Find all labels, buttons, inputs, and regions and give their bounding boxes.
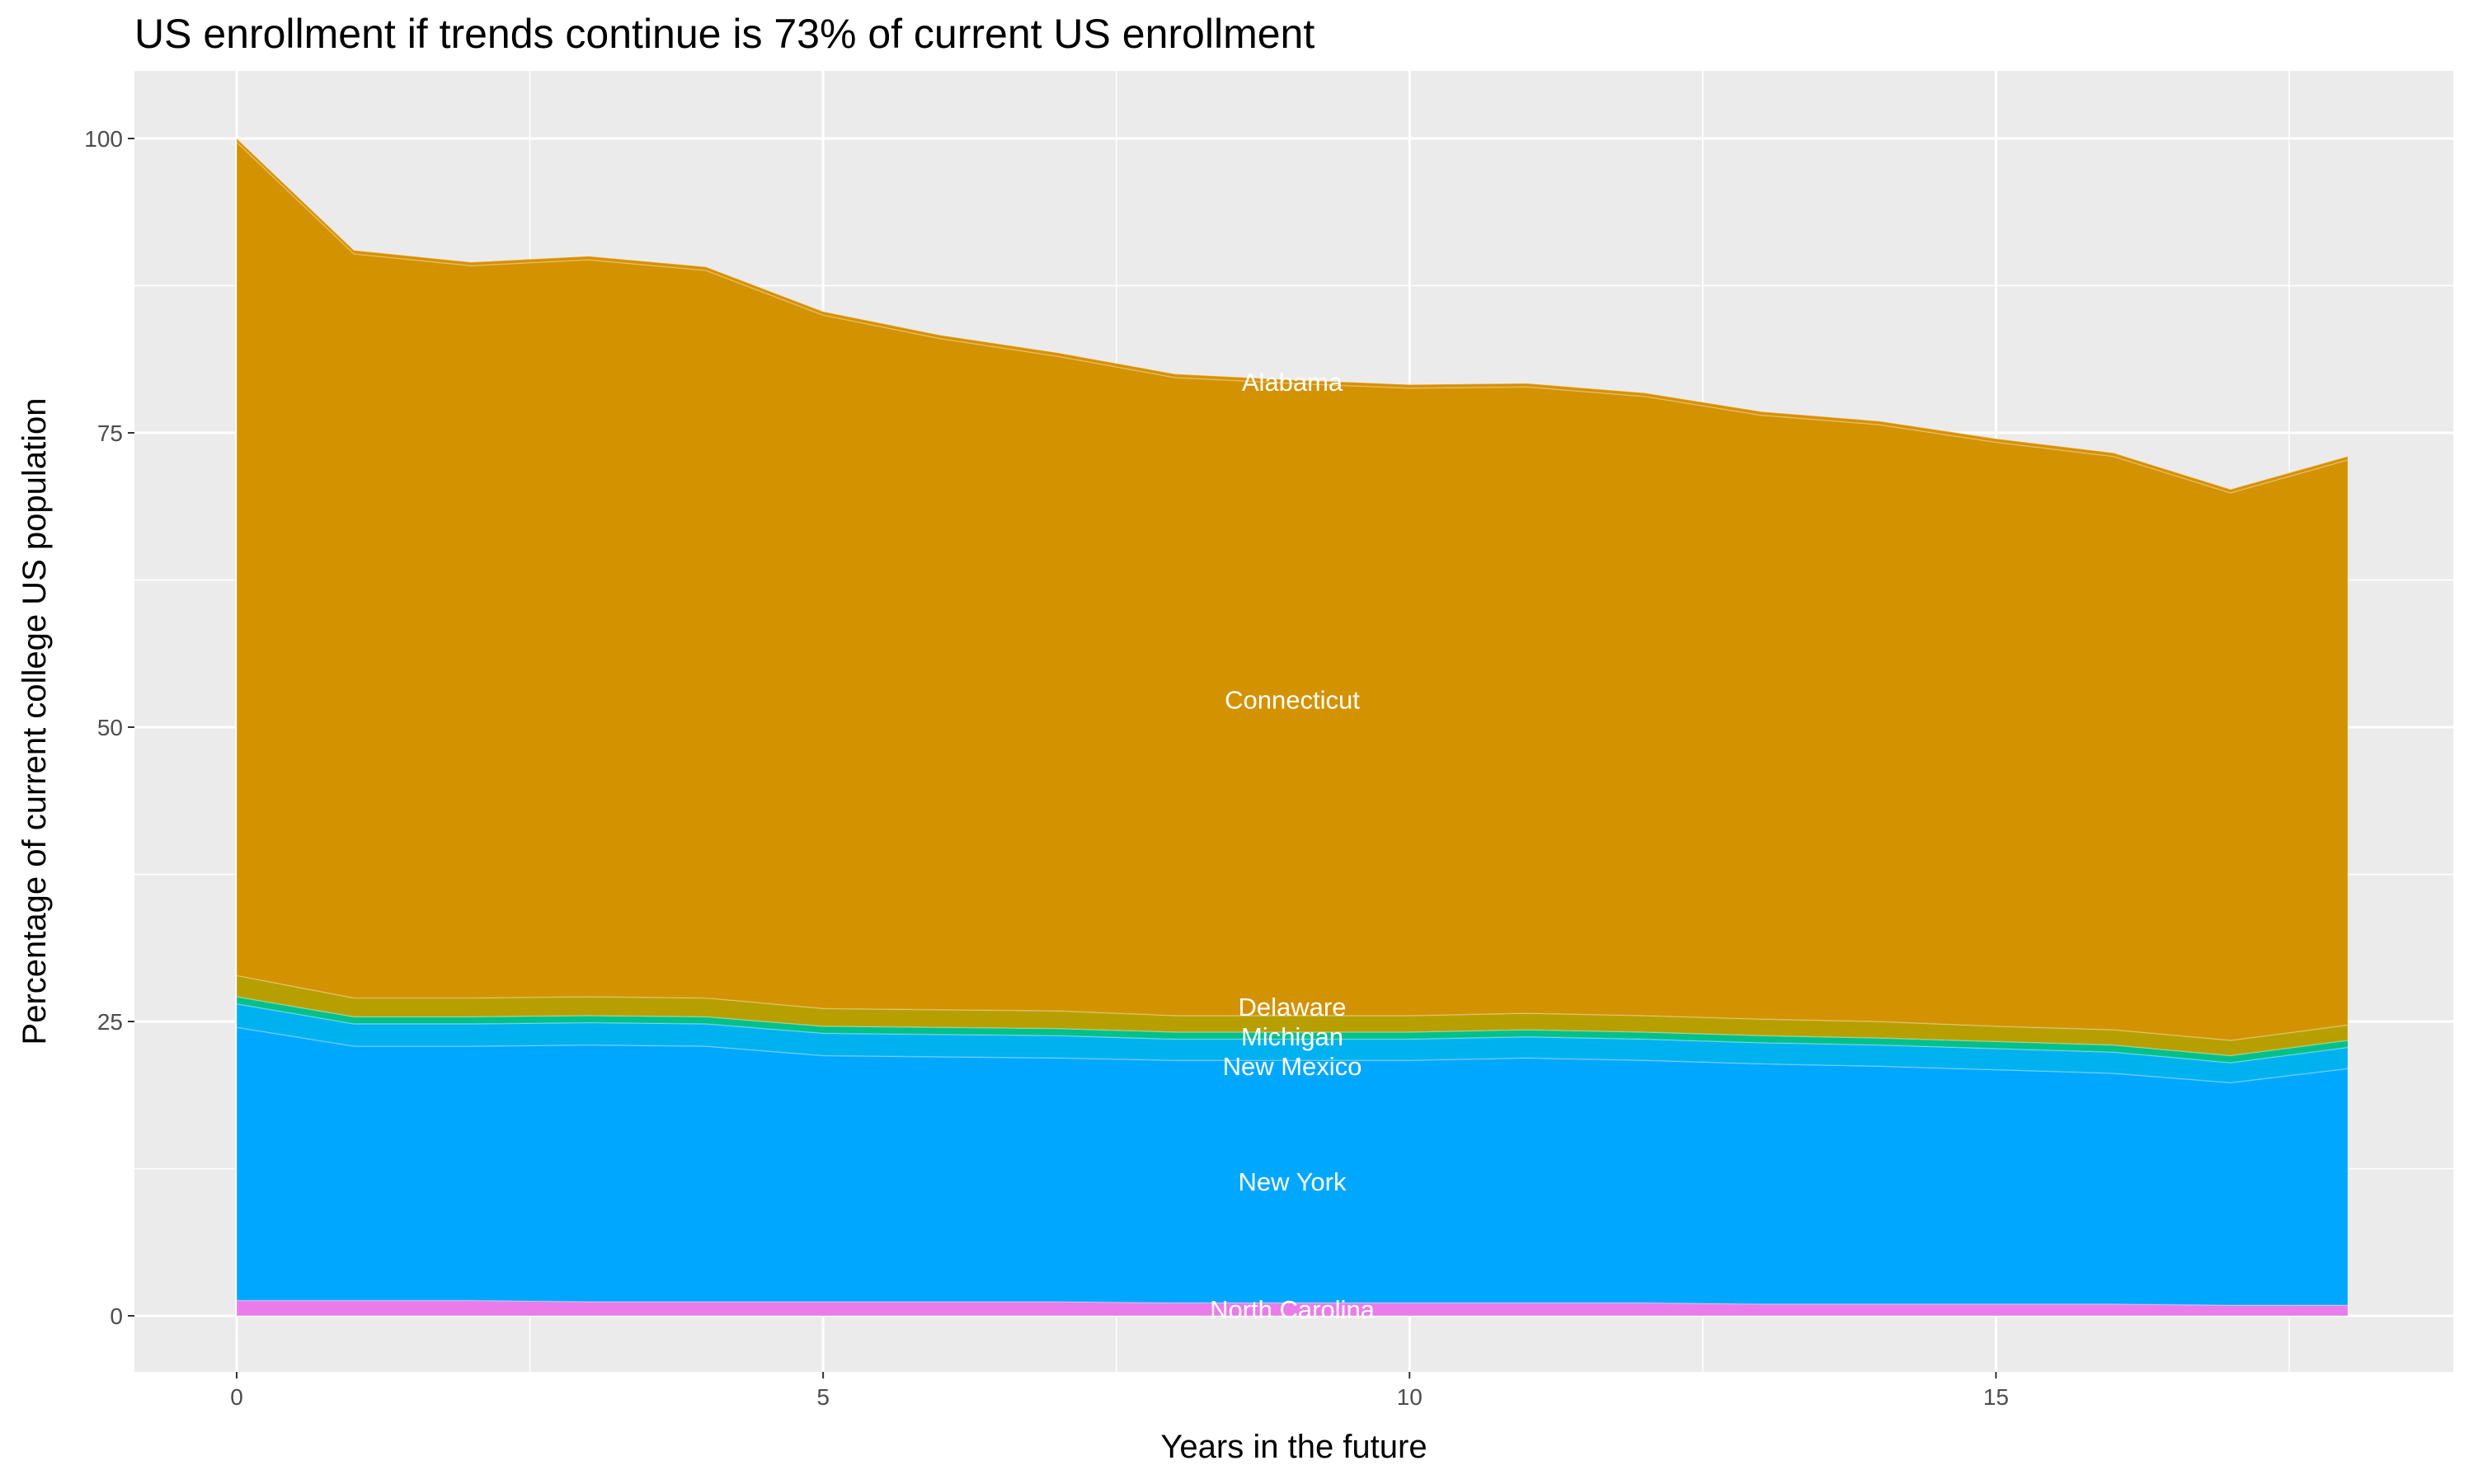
y-tick-label: 25 <box>97 1009 123 1035</box>
label-delaware: Delaware <box>1239 993 1347 1021</box>
label-new-york: New York <box>1239 1167 1347 1196</box>
label-north-carolina: North Carolina <box>1210 1295 1376 1324</box>
area-new-mexico <box>236 1003 2349 1084</box>
y-axis-title: Percentage of current college US populat… <box>16 398 53 1045</box>
label-new-mexico: New Mexico <box>1223 1052 1362 1081</box>
y-tick-label: 100 <box>84 126 123 152</box>
x-axis-title: Years in the future <box>1160 1429 1427 1465</box>
area-layers <box>236 137 2349 1317</box>
x-tick-label: 5 <box>816 1384 830 1410</box>
y-tick-label: 0 <box>110 1303 123 1329</box>
area-michigan <box>236 996 2349 1064</box>
x-tick-label: 10 <box>1397 1384 1423 1410</box>
area-new-york <box>236 1026 2349 1306</box>
area-connecticut <box>236 140 2349 1041</box>
axes: 0 25 50 75 100 0 5 10 15 <box>84 126 2009 1410</box>
label-alabama: Alabama <box>1242 368 1343 397</box>
x-tick-label: 15 <box>1983 1384 2009 1410</box>
label-connecticut: Connecticut <box>1225 685 1360 714</box>
y-tick-label: 50 <box>97 715 123 740</box>
x-tick-label: 0 <box>230 1384 243 1410</box>
area-alabama <box>236 137 2349 494</box>
chart-title: US enrollment if trends continue is 73% … <box>134 11 1315 57</box>
y-tick-label: 75 <box>97 420 123 446</box>
label-michigan: Michigan <box>1241 1022 1343 1051</box>
